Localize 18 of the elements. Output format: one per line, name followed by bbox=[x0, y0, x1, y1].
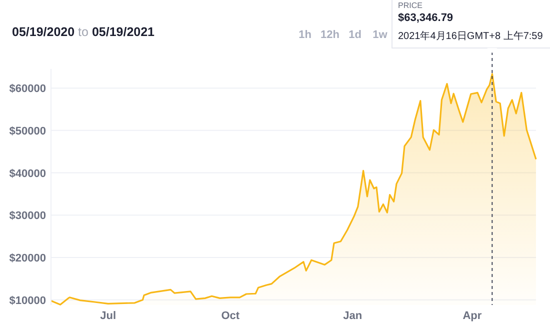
x-tick-label: Oct bbox=[221, 310, 240, 322]
x-tick-label: Jan bbox=[343, 310, 362, 322]
y-tick-label: $10000 bbox=[9, 294, 46, 307]
y-tick-label: $40000 bbox=[9, 168, 46, 180]
y-tick-label: $50000 bbox=[9, 125, 46, 138]
text: 1d bbox=[348, 29, 362, 41]
text: 12h bbox=[320, 29, 340, 41]
x-tick-label: Apr bbox=[462, 310, 482, 322]
text: 1h bbox=[298, 29, 312, 41]
y-tick-label: $20000 bbox=[9, 252, 46, 265]
text: $63,346.79 bbox=[398, 12, 454, 24]
y-tick-label: $60000 bbox=[9, 83, 46, 96]
x-tick-label: Jul bbox=[100, 310, 116, 322]
text: 2021年4月16日GMT+8 上午7:59 bbox=[398, 30, 544, 42]
chart-title: 05/19/2020 to 05/19/2021 bbox=[12, 25, 155, 39]
y-tick-label: $30000 bbox=[9, 210, 46, 222]
text: PRICE bbox=[398, 1, 422, 10]
text: 1w bbox=[372, 29, 388, 41]
